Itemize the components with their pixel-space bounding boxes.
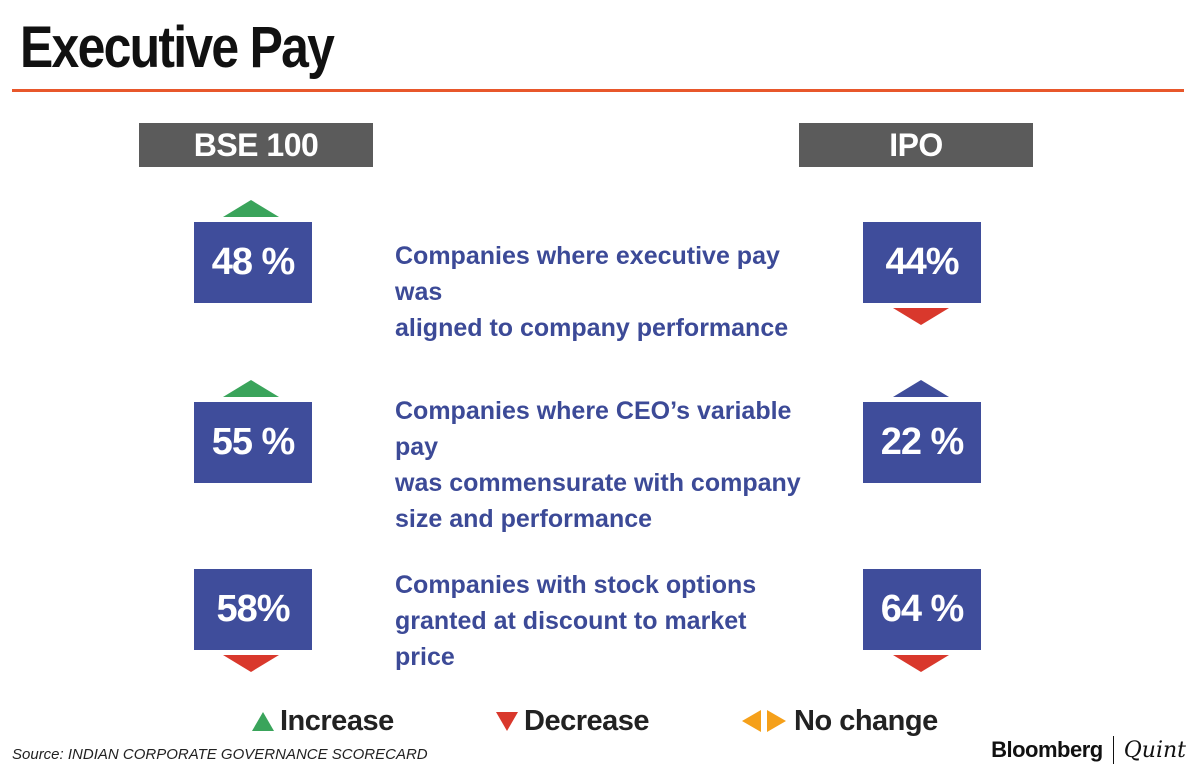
legend-decrease: Decrease	[496, 702, 650, 740]
row1-description: Companies where executive pay was aligne…	[395, 238, 815, 346]
brand-name-bloomberg: Bloomberg	[991, 737, 1103, 762]
legend-increase: Increase	[252, 702, 394, 740]
bse100-row2-value: 55 %	[194, 402, 312, 483]
chart-title: Executive Pay	[20, 15, 335, 80]
title-rule	[12, 89, 1184, 92]
brand-name-quint: Quint	[1123, 737, 1186, 763]
bse100-row3-value: 58%	[194, 569, 312, 650]
decrease-triangle-icon	[496, 711, 518, 731]
ipo-row1-decrease-marker	[893, 308, 949, 325]
row3-line3: price	[395, 643, 455, 671]
row1-line2: aligned to company performance	[395, 314, 789, 342]
bse100-row1-increase-marker	[223, 200, 279, 217]
column-header-ipo: IPO	[799, 123, 1033, 167]
bse100-row1-value: 48 %	[194, 222, 312, 303]
row2-line2: was commensurate with company	[395, 469, 801, 497]
brand-separator	[1112, 736, 1114, 764]
ipo-row2-value: 22 %	[863, 402, 981, 483]
row2-line3: size and performance	[395, 505, 653, 533]
increase-triangle-icon	[252, 711, 274, 731]
source-note: Source: INDIAN CORPORATE GOVERNANCE SCOR…	[12, 746, 428, 763]
row1-line1: Companies where executive pay was	[395, 242, 780, 306]
row2-line1: Companies where CEO’s variable pay	[395, 397, 792, 461]
ipo-row1-value: 44%	[863, 222, 981, 303]
row3-line1: Companies with stock options	[395, 571, 757, 599]
ipo-row3-decrease-marker	[893, 655, 949, 672]
column-header-bse100: BSE 100	[139, 123, 373, 167]
bse100-row2-increase-marker	[223, 380, 279, 397]
legend-no-change: No change	[742, 702, 938, 740]
ipo-row3-value: 64 %	[863, 569, 981, 650]
legend-increase-label: Increase	[280, 704, 394, 737]
no-change-right-triangle-icon	[767, 710, 786, 732]
brand-logo: Bloomberg Quint	[991, 736, 1186, 764]
legend-no-change-label: No change	[794, 704, 938, 737]
ipo-row2-marker	[893, 380, 949, 397]
row3-description: Companies with stock options granted at …	[395, 567, 815, 675]
bse100-row3-decrease-marker	[223, 655, 279, 672]
row3-line2: granted at discount to market	[395, 607, 747, 635]
row2-description: Companies where CEO’s variable pay was c…	[395, 393, 815, 537]
no-change-left-triangle-icon	[742, 710, 761, 732]
legend-decrease-label: Decrease	[524, 704, 650, 737]
